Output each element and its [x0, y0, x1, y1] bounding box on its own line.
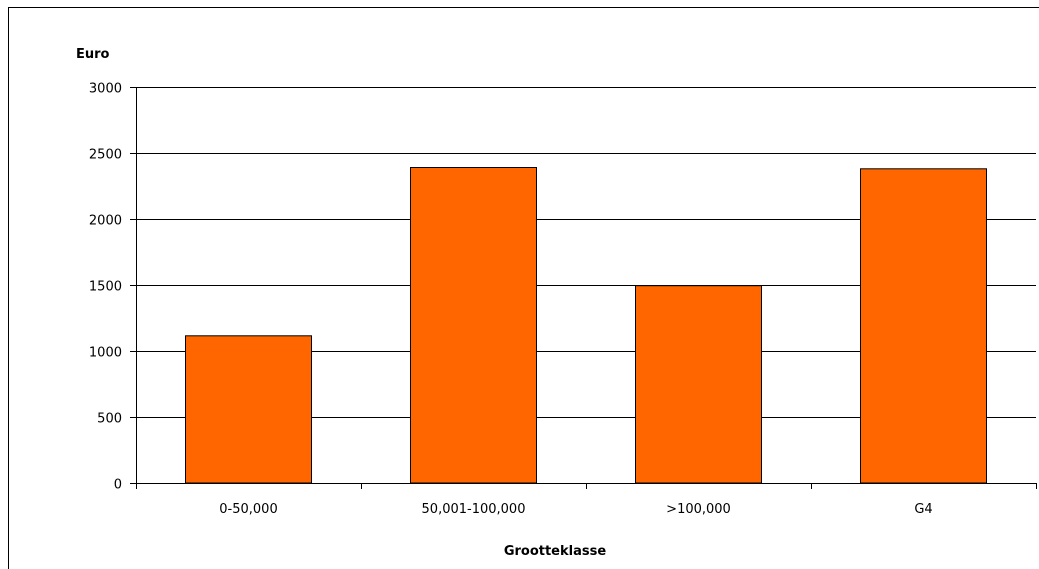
y-tick-label: 3000	[89, 82, 122, 97]
bar-1	[410, 167, 537, 484]
x-tick-label: >100,000	[666, 502, 731, 517]
x-tick-label: G4	[914, 502, 932, 517]
y-tick-label: 0	[114, 478, 122, 493]
x-axis-title: Grootteklasse	[504, 544, 607, 559]
x-axis: 0-50,000 50,001-100,000 >100,000 G4	[136, 483, 1037, 517]
x-tick-label: 50,001-100,000	[422, 502, 526, 517]
y-tick-label: 500	[97, 412, 122, 427]
bar-3	[860, 168, 987, 484]
y-tick-label: 1500	[89, 280, 122, 295]
bars	[185, 167, 987, 484]
y-axis-title: Euro	[76, 47, 110, 62]
bar-0	[185, 335, 312, 484]
bar-2	[635, 285, 762, 484]
y-axis: 0 500 1000 1500 2000 2500 3000	[89, 82, 137, 493]
y-tick-label: 1000	[89, 346, 122, 361]
y-tick-label: 2500	[89, 148, 122, 163]
y-tick-label: 2000	[89, 214, 122, 229]
x-tick-label: 0-50,000	[219, 502, 277, 517]
